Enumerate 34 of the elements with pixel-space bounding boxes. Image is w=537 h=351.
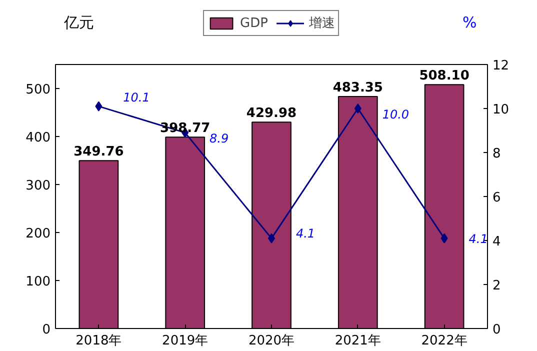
y2-axis-title: %: [462, 13, 477, 32]
point: [440, 233, 448, 244]
y-tick-label: 0: [42, 322, 51, 338]
data-label: 8.9: [210, 132, 229, 146]
y2-tick-label: 10: [492, 102, 510, 118]
data-label: 4.1: [468, 232, 488, 246]
x-tick-label: 2019年: [162, 334, 208, 348]
y2-tick-label: 12: [492, 58, 510, 74]
data-label: 508.10: [419, 68, 470, 84]
data-label: 10.0: [382, 108, 410, 122]
x-tick-label: 2021年: [334, 334, 381, 348]
point: [354, 104, 362, 114]
y-tick-label: 200: [26, 226, 51, 242]
y-tick-label: 500: [26, 82, 51, 98]
point: [95, 101, 102, 112]
x-tick-label: 2022年: [421, 334, 468, 348]
y2-tick-label: 0: [492, 322, 501, 338]
y-tick-label: 300: [26, 178, 51, 194]
y2-tick-label: 2: [492, 278, 501, 294]
data-label: 4.1: [296, 226, 316, 240]
y2-tick-label: 4: [492, 234, 501, 250]
y2-tick-label: 8: [492, 146, 501, 162]
y-tick-label: 100: [26, 274, 51, 290]
data-label: 10.1: [123, 90, 150, 104]
data-label: 429.98: [246, 106, 297, 122]
legend-label: GDP: [240, 16, 268, 30]
y2-tick-label: 6: [492, 190, 501, 206]
y-tick-label: 400: [26, 130, 51, 146]
y-axis-title: 亿元: [63, 13, 94, 32]
legend-label: 增速: [308, 15, 335, 32]
data-label: 483.35: [332, 80, 383, 96]
data-label: 349.76: [74, 144, 124, 160]
x-tick-label: 2018年: [76, 334, 122, 348]
x-tick-label: 2020年: [248, 334, 295, 348]
